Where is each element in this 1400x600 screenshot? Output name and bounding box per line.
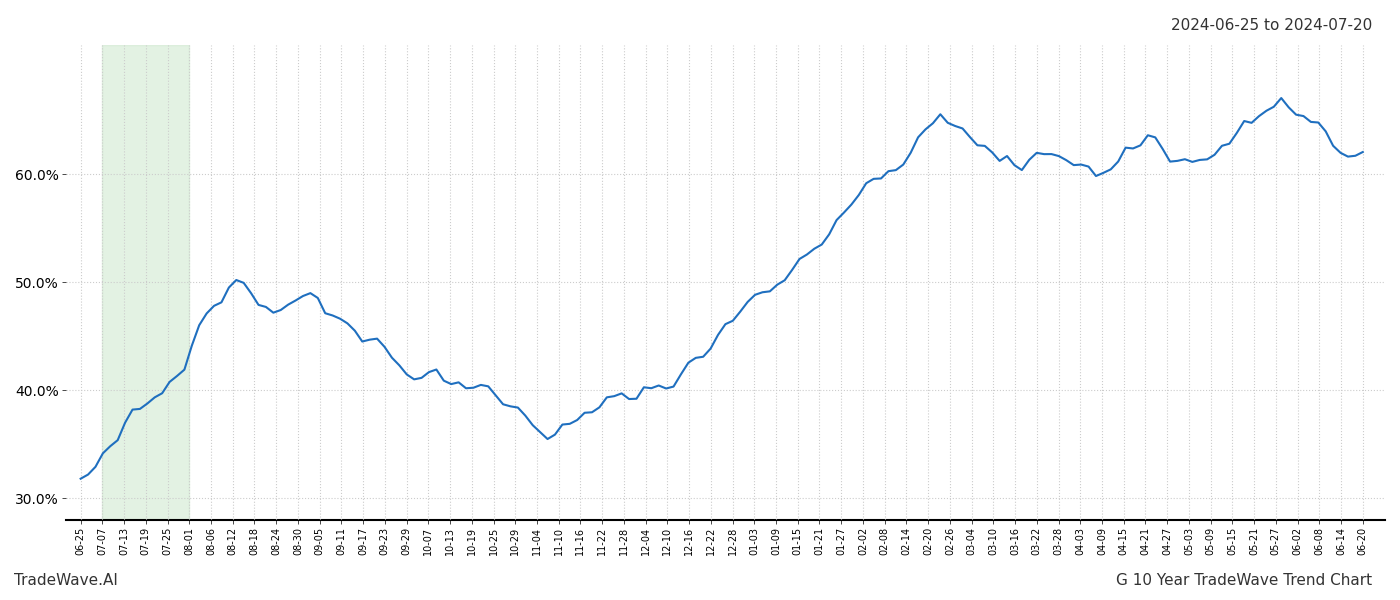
Text: 2024-06-25 to 2024-07-20: 2024-06-25 to 2024-07-20: [1170, 18, 1372, 33]
Bar: [102, 45, 189, 520]
Text: G 10 Year TradeWave Trend Chart: G 10 Year TradeWave Trend Chart: [1116, 573, 1372, 588]
Text: TradeWave.AI: TradeWave.AI: [14, 573, 118, 588]
